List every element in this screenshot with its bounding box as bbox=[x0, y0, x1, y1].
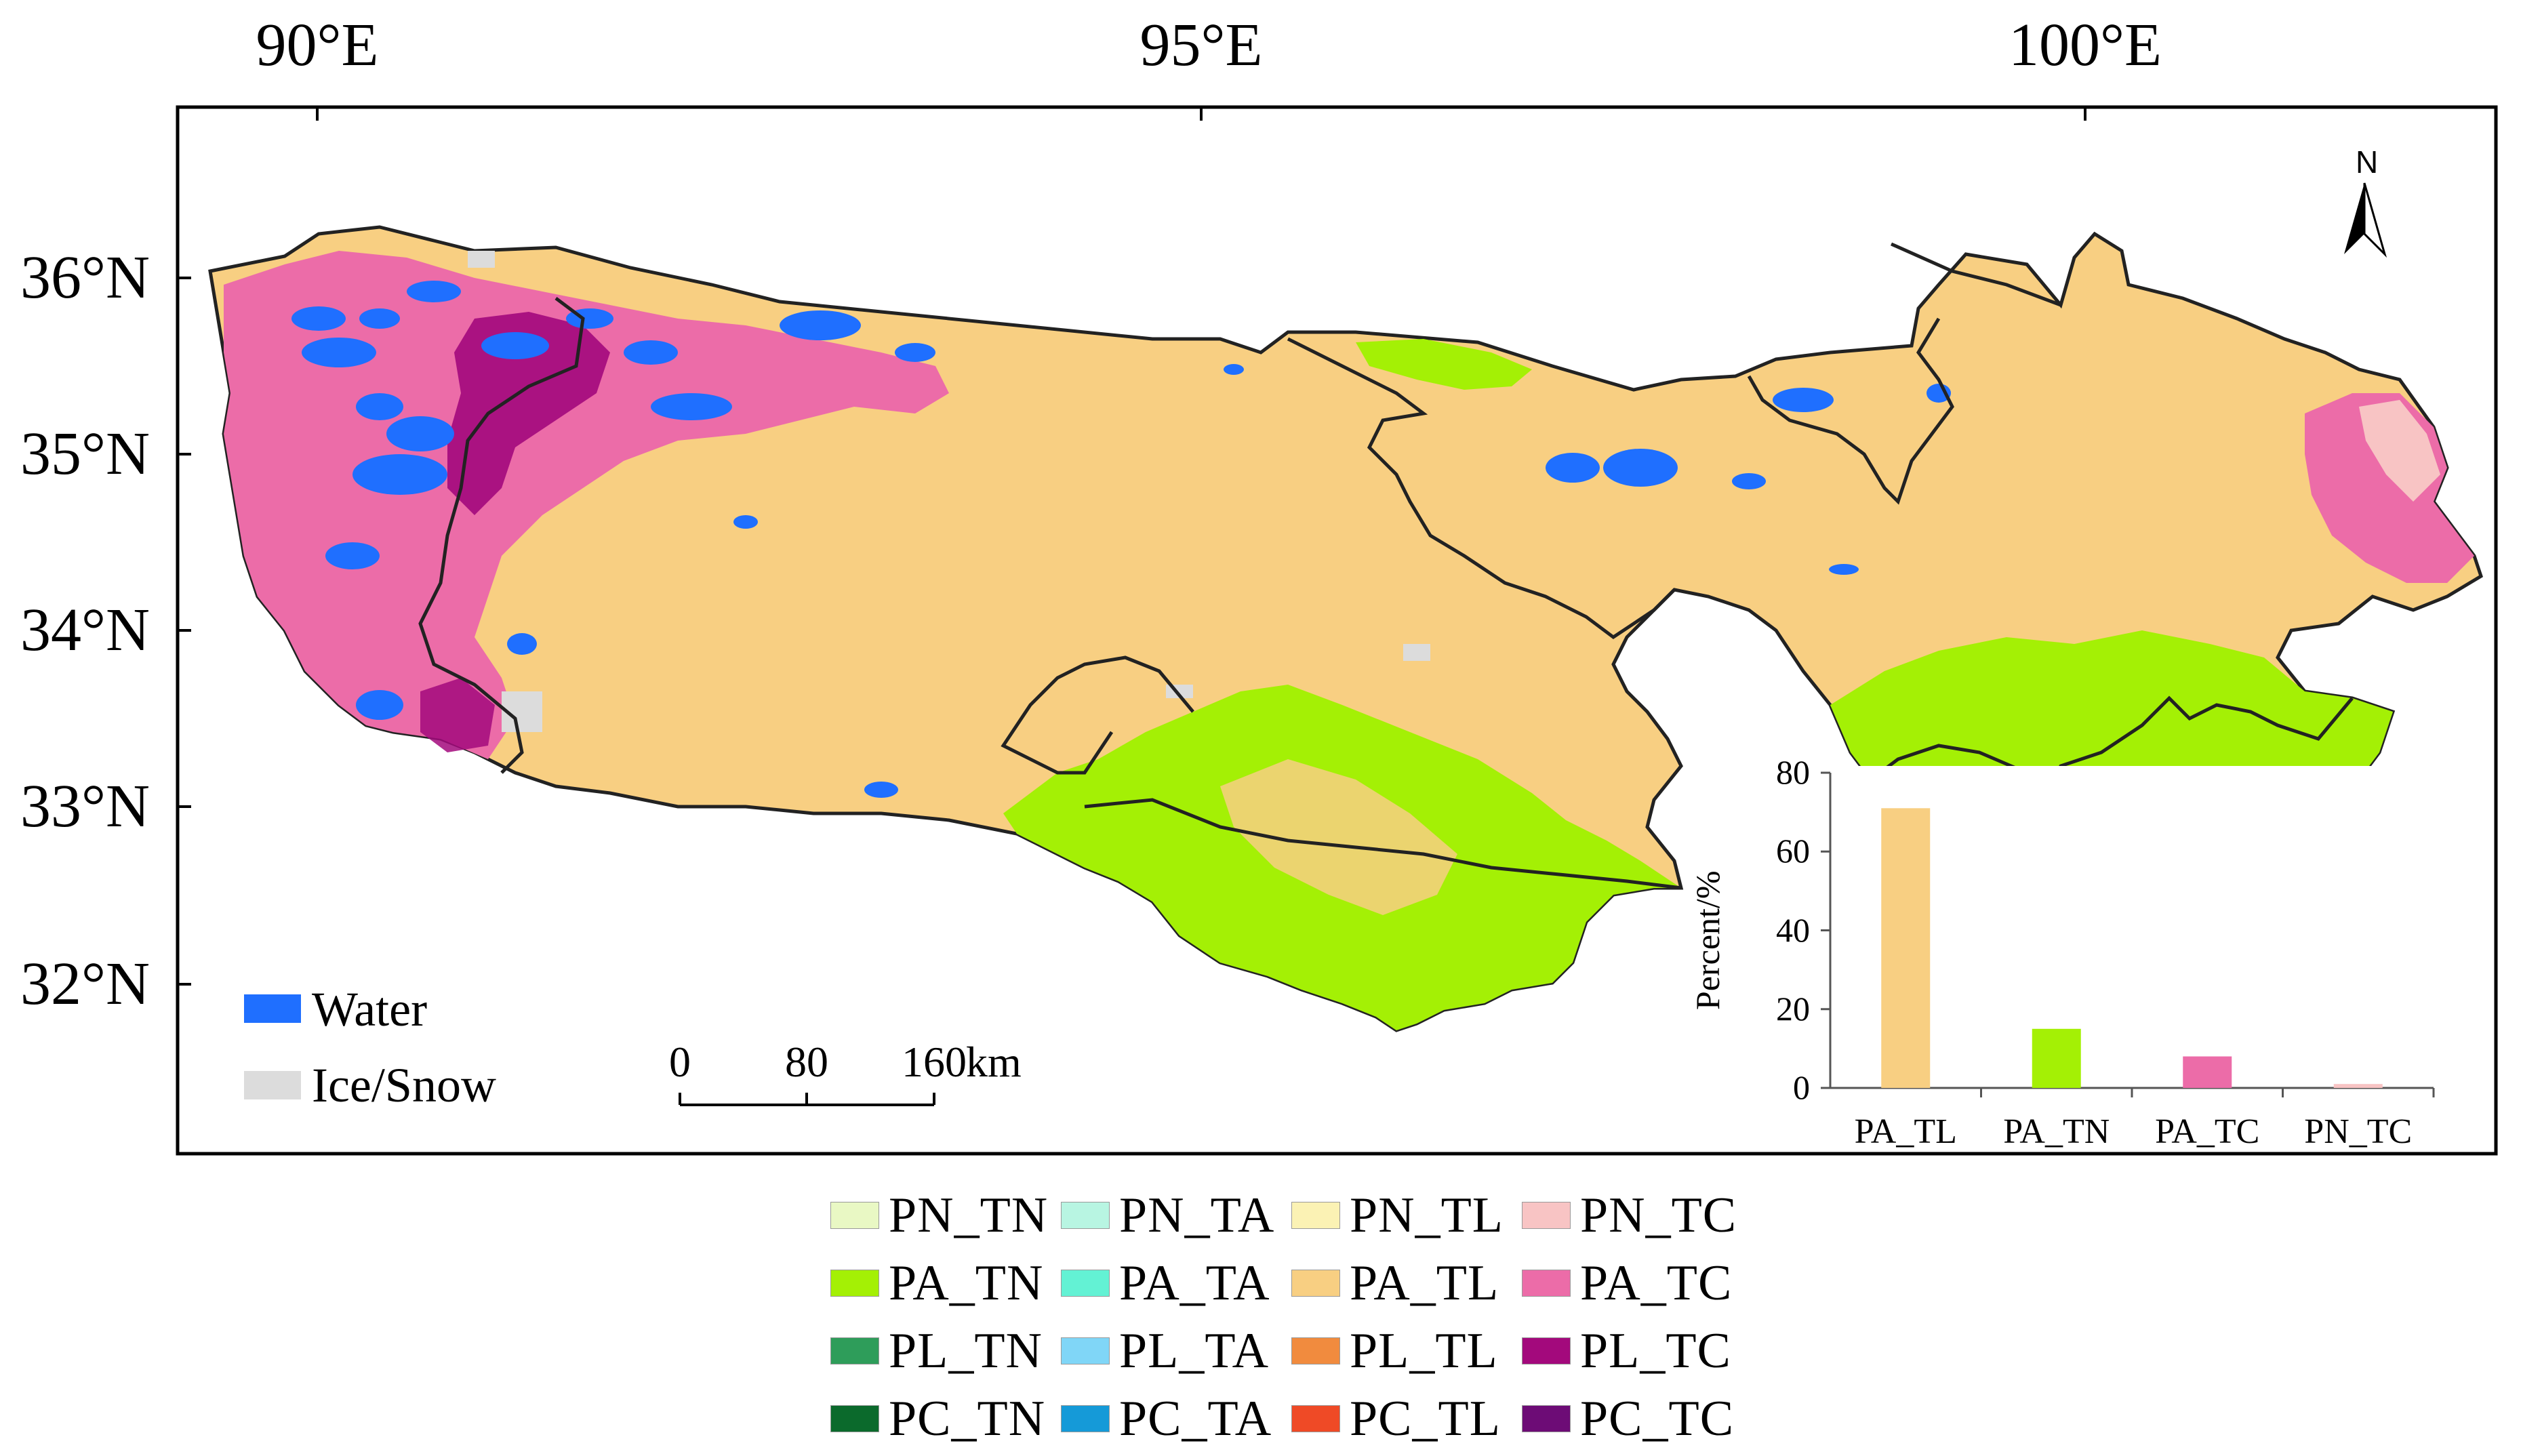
lat-label-33n: 33°N bbox=[20, 773, 150, 840]
latitude-ticks bbox=[178, 277, 191, 986]
legend-swatch bbox=[830, 1202, 879, 1229]
legend-row: PC_TN PC_TA PC_TL PC_TC bbox=[830, 1386, 1752, 1451]
category-label-pa-tc: PA_TC bbox=[2155, 1112, 2260, 1151]
category-label-pa-tl: PA_TL bbox=[1854, 1112, 1957, 1151]
lat-label-32n: 32°N bbox=[20, 950, 150, 1017]
lon-label-90e: 90°E bbox=[256, 12, 379, 79]
ice-snow-swatch bbox=[244, 1071, 301, 1099]
category-label-pa-tn: PA_TN bbox=[2003, 1112, 2110, 1151]
lon-label-95e: 95°E bbox=[1140, 12, 1263, 79]
water-swatch bbox=[244, 994, 301, 1023]
y-tick-label-20: 20 bbox=[1776, 989, 1810, 1028]
legend-item-pn-tn: PN_TN bbox=[830, 1183, 1061, 1248]
legend-label: PC_TL bbox=[1350, 1390, 1501, 1447]
y-tick-label-80: 80 bbox=[1776, 753, 1810, 791]
legend-item-pl-ta: PL_TA bbox=[1061, 1318, 1291, 1383]
legend-label: PA_TL bbox=[1350, 1255, 1499, 1311]
legend-swatch bbox=[1522, 1202, 1571, 1229]
region-pa-tc-west bbox=[224, 251, 949, 759]
legend-row: PN_TN PN_TA PN_TL PN_TC bbox=[830, 1183, 1752, 1248]
bar-pa-tl bbox=[1881, 808, 1931, 1088]
inset-chart-background bbox=[1708, 766, 2474, 1146]
legend-item-pa-tl: PA_TL bbox=[1291, 1251, 1522, 1316]
legend-item-pl-tc: PL_TC bbox=[1522, 1318, 1752, 1383]
legend-item-pn-tl: PN_TL bbox=[1291, 1183, 1522, 1248]
legend-swatch bbox=[830, 1270, 879, 1297]
scale-tick-0: 0 bbox=[669, 1038, 691, 1086]
scale-tick-160: 160 bbox=[902, 1038, 967, 1086]
y-tick-label-0: 0 bbox=[1793, 1068, 1810, 1106]
legend-swatch bbox=[1061, 1337, 1110, 1364]
legend-label: PA_TN bbox=[889, 1255, 1044, 1311]
internal-boundaries bbox=[418, 242, 2354, 890]
legend-swatch bbox=[1291, 1202, 1340, 1229]
legend-label: PA_TC bbox=[1580, 1255, 1733, 1311]
scale-bar bbox=[679, 1093, 935, 1106]
category-label-pn-tc: PN_TC bbox=[2304, 1112, 2413, 1151]
legend-label: PC_TC bbox=[1580, 1390, 1735, 1447]
legend-label: PC_TN bbox=[889, 1390, 1046, 1447]
lon-label-100e: 100°E bbox=[2009, 12, 2162, 79]
legend-swatch bbox=[1522, 1337, 1571, 1364]
legend-swatch bbox=[1291, 1337, 1340, 1364]
legend-label: PN_TN bbox=[889, 1187, 1049, 1243]
legend-item-pc-ta: PC_TA bbox=[1061, 1386, 1291, 1451]
lat-label-34n: 34°N bbox=[20, 596, 150, 664]
north-arrow-label: N bbox=[2356, 144, 2379, 180]
lat-label-35n: 35°N bbox=[20, 420, 150, 487]
legend-item-pa-ta: PA_TA bbox=[1061, 1251, 1291, 1316]
ice-snow-legend-label: Ice/Snow bbox=[312, 1058, 496, 1112]
legend-swatch bbox=[830, 1337, 879, 1364]
longitude-ticks bbox=[316, 107, 2086, 121]
legend-row: PA_TN PA_TA PA_TL PA_TC bbox=[830, 1251, 1752, 1316]
region-pl-tc bbox=[447, 312, 610, 515]
legend-item-pl-tn: PL_TN bbox=[830, 1318, 1061, 1383]
legend-label: PL_TN bbox=[889, 1322, 1043, 1379]
y-tick-label-40: 40 bbox=[1776, 910, 1810, 949]
water-bodies bbox=[291, 281, 1951, 798]
bar-pn-tc bbox=[2333, 1084, 2383, 1088]
legend-item-pa-tn: PA_TN bbox=[830, 1251, 1061, 1316]
legend-swatch bbox=[1522, 1270, 1571, 1297]
lat-label-36n: 36°N bbox=[20, 244, 150, 311]
y-tick-label-60: 60 bbox=[1776, 832, 1810, 870]
legend-item-pc-tl: PC_TL bbox=[1291, 1386, 1522, 1451]
legend-item-pn-tc: PN_TC bbox=[1522, 1183, 1752, 1248]
legend-item-pc-tc: PC_TC bbox=[1522, 1386, 1752, 1451]
legend-swatch bbox=[1291, 1270, 1340, 1297]
bar-pa-tn bbox=[2032, 1028, 2081, 1088]
legend-label: PN_TA bbox=[1119, 1187, 1275, 1243]
legend-swatch bbox=[1061, 1405, 1110, 1432]
legend-swatch bbox=[1291, 1405, 1340, 1432]
region-pa-tn-north bbox=[1356, 339, 1532, 390]
legend-label: PL_TL bbox=[1350, 1322, 1498, 1379]
legend-label: PL_TA bbox=[1119, 1322, 1270, 1379]
legend-label: PN_TC bbox=[1580, 1187, 1737, 1243]
north-arrow bbox=[2344, 182, 2387, 258]
region-pa-tc-east bbox=[2305, 393, 2474, 583]
scale-tick-80: 80 bbox=[785, 1038, 828, 1086]
legend-swatch bbox=[1061, 1202, 1110, 1229]
legend-swatch bbox=[1061, 1270, 1110, 1297]
legend-item-pl-tl: PL_TL bbox=[1291, 1318, 1522, 1383]
bar-pa-tc bbox=[2183, 1056, 2232, 1088]
inset-bar-chart bbox=[1708, 766, 2474, 1146]
scale-unit: km bbox=[966, 1038, 1022, 1086]
legend-label: PC_TA bbox=[1119, 1390, 1272, 1447]
inset-y-axis-label: Percent/% bbox=[1689, 870, 1727, 1010]
legend-label: PL_TC bbox=[1580, 1322, 1731, 1379]
legend-label: PA_TA bbox=[1119, 1255, 1270, 1311]
legend-row: PL_TN PL_TA PL_TL PL_TC bbox=[830, 1318, 1752, 1383]
legend-item-pn-ta: PN_TA bbox=[1061, 1183, 1291, 1248]
water-legend-label: Water bbox=[312, 982, 428, 1036]
region-pa-tl-patches bbox=[1220, 759, 1457, 915]
legend-swatch bbox=[1522, 1405, 1571, 1432]
legend-item-pc-tn: PC_TN bbox=[830, 1386, 1061, 1451]
region-pl-tc-south bbox=[420, 678, 495, 752]
legend-swatch bbox=[830, 1405, 879, 1432]
legend-item-pa-tc: PA_TC bbox=[1522, 1251, 1752, 1316]
legend-label: PN_TL bbox=[1350, 1187, 1504, 1243]
region-pn-tc-east bbox=[2359, 400, 2440, 502]
